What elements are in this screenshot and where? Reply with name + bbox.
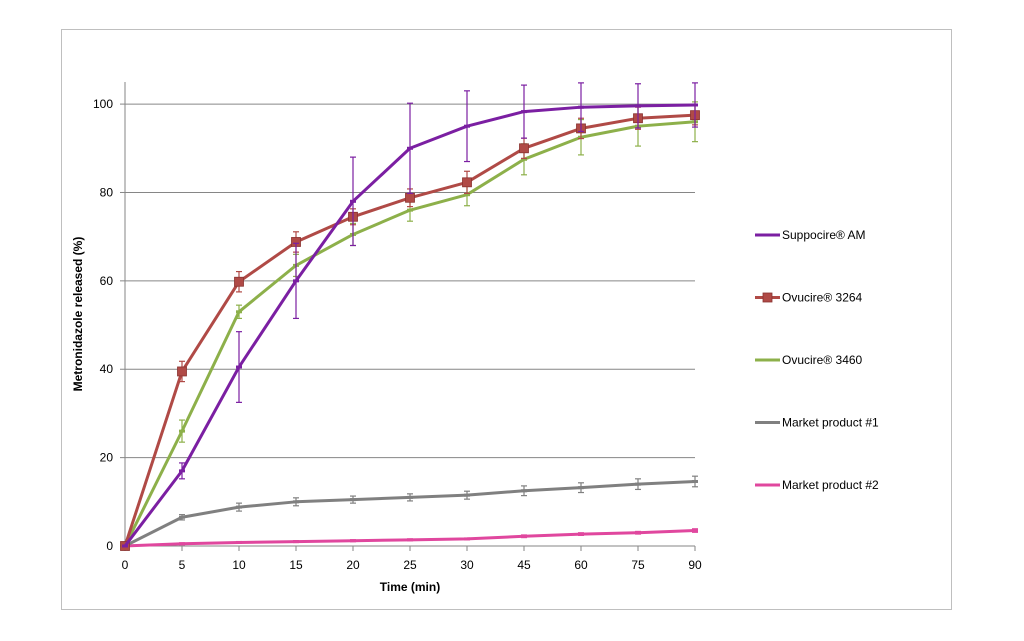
- data-point: [236, 310, 242, 314]
- y-tick-label: 20: [100, 451, 114, 465]
- series-0: [122, 82, 698, 548]
- legend-item: Ovucire® 3264: [755, 291, 863, 305]
- legend-item: Ovucire® 3460: [755, 353, 863, 367]
- data-point: [464, 193, 470, 197]
- chart-frame: 0 20 40 60 80 100 0 5 10 15 20 25 30 45 60 75 90 Suppoci…: [61, 29, 952, 610]
- data-point: [407, 146, 413, 150]
- data-point: [177, 366, 187, 377]
- legend-item: Market product #1: [755, 416, 879, 430]
- data-point: [521, 534, 527, 538]
- data-point: [578, 486, 584, 490]
- data-point: [179, 469, 185, 473]
- data-point: [293, 540, 299, 544]
- data-point: [122, 544, 128, 548]
- legend-label: Ovucire® 3460: [782, 353, 863, 367]
- data-point: [236, 505, 242, 509]
- data-point: [462, 177, 472, 188]
- data-point: [464, 493, 470, 497]
- x-tick-label: 60: [574, 558, 588, 572]
- data-point: [521, 110, 527, 114]
- axis-layer: 0 20 40 60 80 100 0 5 10 15 20 25 30 45 60 75 90: [93, 82, 702, 572]
- legend-label: Market product #2: [782, 478, 879, 492]
- series-line: [124, 529, 696, 548]
- legend-label: Ovucire® 3264: [782, 291, 863, 305]
- legend-layer: Suppocire® AM Ovucire® 3264 Ovucire® 3460 M…: [755, 228, 879, 492]
- data-point: [350, 199, 356, 203]
- data-point: [519, 143, 529, 154]
- data-point: [407, 538, 413, 542]
- x-tick-label: 20: [346, 558, 360, 572]
- data-point: [236, 540, 242, 544]
- y-tick-label: 60: [100, 274, 114, 288]
- y-tick-label: 0: [106, 539, 113, 553]
- data-point: [350, 498, 356, 502]
- data-point: [692, 479, 698, 483]
- series-layer: [120, 82, 700, 551]
- data-point: [293, 279, 299, 283]
- data-point: [464, 537, 470, 541]
- data-point: [179, 515, 185, 519]
- x-tick-label: 15: [289, 558, 303, 572]
- x-axis-title: Time (min): [380, 580, 440, 594]
- data-point: [234, 276, 244, 287]
- data-point: [405, 192, 415, 203]
- legend-swatch-marker: [762, 292, 773, 303]
- x-tick-label: 10: [232, 558, 246, 572]
- y-tick-label: 80: [100, 185, 114, 199]
- y-axis-title: Metronidazole released (%): [71, 237, 85, 392]
- data-point: [521, 157, 527, 161]
- data-point: [635, 104, 641, 108]
- series-4: [122, 528, 698, 548]
- y-tick-label: 40: [100, 362, 114, 376]
- data-point: [578, 532, 584, 536]
- series-3: [122, 475, 698, 548]
- data-point: [578, 105, 584, 109]
- data-point: [407, 495, 413, 499]
- legend-item: Suppocire® AM: [755, 228, 866, 242]
- data-point: [179, 429, 185, 433]
- x-tick-label: 25: [403, 558, 417, 572]
- data-point: [635, 531, 641, 535]
- data-point: [179, 542, 185, 546]
- y-tick-label: 100: [93, 97, 113, 111]
- x-tick-label: 90: [688, 558, 702, 572]
- data-point: [692, 103, 698, 107]
- data-point: [236, 365, 242, 369]
- data-point: [521, 489, 527, 493]
- x-tick-label: 0: [122, 558, 129, 572]
- x-tick-label: 30: [460, 558, 474, 572]
- data-point: [692, 529, 698, 533]
- legend-item: Market product #2: [755, 478, 879, 492]
- data-point: [407, 208, 413, 212]
- legend-label: Market product #1: [782, 416, 879, 430]
- x-tick-label: 45: [517, 558, 531, 572]
- x-tick-label: 5: [179, 558, 186, 572]
- chart-svg: 0 20 40 60 80 100 0 5 10 15 20 25 30 45 60 75 90 Suppoci…: [71, 82, 879, 594]
- data-point: [464, 124, 470, 128]
- legend-label: Suppocire® AM: [782, 228, 866, 242]
- data-point: [350, 539, 356, 543]
- data-point: [293, 500, 299, 504]
- data-point: [635, 482, 641, 486]
- series-line: [124, 479, 696, 548]
- x-tick-label: 75: [631, 558, 645, 572]
